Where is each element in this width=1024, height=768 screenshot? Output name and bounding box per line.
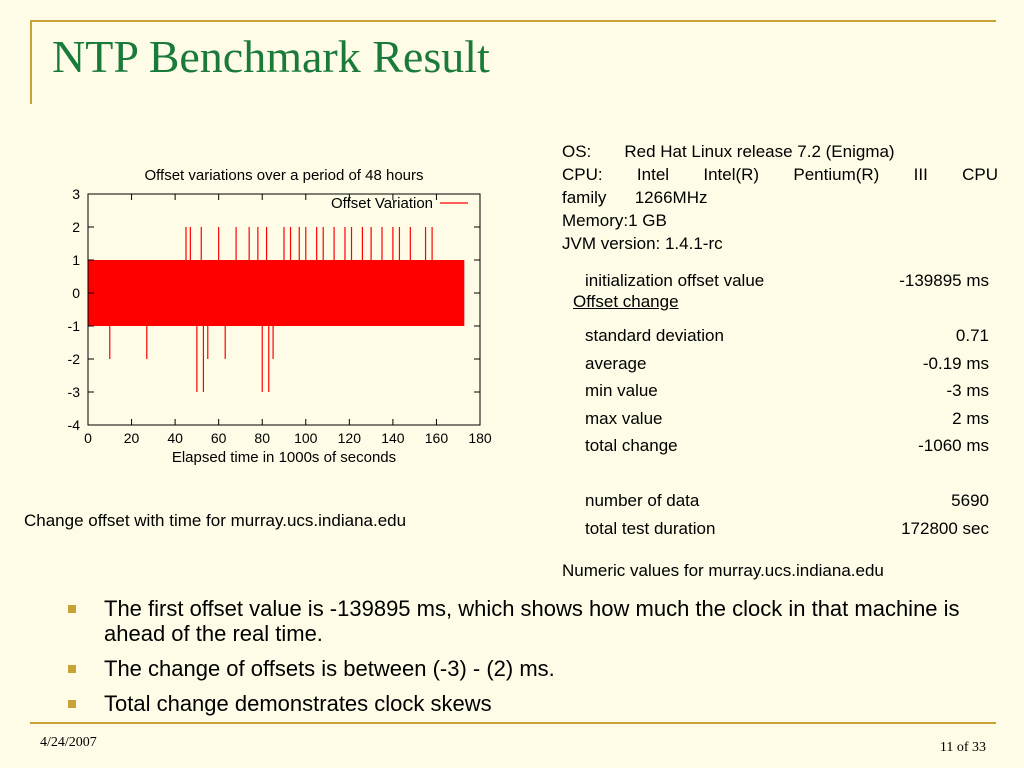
stat-row: total test duration 172800 sec xyxy=(585,515,989,543)
y-tick-label: -4 xyxy=(68,417,81,433)
legend-label: Offset Variation xyxy=(331,195,433,212)
chart-xlabel: Elapsed time in 1000s of seconds xyxy=(172,449,396,466)
bullet-text: The first offset value is -139895 ms, wh… xyxy=(104,596,960,646)
plot-frame xyxy=(87,193,481,426)
slide-title: NTP Benchmark Result xyxy=(52,31,490,82)
stat-value: -139895 ms xyxy=(899,271,989,290)
offset-change-heading: Offset change xyxy=(573,292,679,311)
stat-row: total change -1060 ms xyxy=(585,432,989,460)
stat-value: 5690 xyxy=(951,491,989,510)
chart-caption: Change offset with time for murray.ucs.i… xyxy=(24,511,407,530)
stat-label: initialization offset value xyxy=(585,271,765,290)
footer-page-number: 11 of 33 xyxy=(939,740,986,755)
offset-series xyxy=(87,227,465,392)
stat-label: max value xyxy=(585,408,663,428)
bullet-square-icon xyxy=(68,605,76,613)
chart-title: Offset variations over a period of 48 ho… xyxy=(144,167,423,184)
stat-label: total change xyxy=(585,436,678,455)
y-tick-label: 1 xyxy=(72,252,80,268)
stat-value: 0.71 xyxy=(955,326,989,345)
bullet-item: The first offset value is -139895 ms, wh… xyxy=(60,596,1000,646)
stats-caption: Numeric values for murray.ucs.indiana.ed… xyxy=(562,561,884,580)
stat-row: average -0.19 ms xyxy=(585,350,989,378)
y-tick-label: -3 xyxy=(68,384,81,400)
bullet-list: The first offset value is -139895 ms, wh… xyxy=(60,596,1000,726)
os-line: OS: Red Hat Linux release 7.2 (Enigma) xyxy=(562,142,895,161)
stat-row: max value 2 ms xyxy=(585,405,989,433)
stat-value: 2 ms xyxy=(952,408,989,428)
stat-label: standard deviation xyxy=(585,326,724,345)
x-tick-label: 80 xyxy=(254,430,270,446)
stat-value: -0.19 ms xyxy=(922,353,989,373)
stat-row: min value -3 ms xyxy=(585,377,989,405)
stat-label: min value xyxy=(585,381,658,400)
bullet-text: The change of offsets is between (-3) - … xyxy=(104,656,555,681)
frame-bottom-rule xyxy=(30,722,996,724)
stat-row: initialization offset value -139895 ms xyxy=(585,267,989,295)
stat-row xyxy=(585,460,989,488)
x-tick-label: 0 xyxy=(84,430,92,446)
stat-row: standard deviation 0.71 xyxy=(585,322,989,350)
x-tick-label: 160 xyxy=(425,430,449,446)
footer-date: 4/24/2007 xyxy=(40,735,97,750)
frame-left-rule xyxy=(30,20,32,104)
stat-value: 172800 sec xyxy=(901,518,989,538)
frame-top-rule xyxy=(30,20,996,22)
y-tick-label: 2 xyxy=(72,219,80,235)
y-tick-label: -2 xyxy=(68,351,81,367)
x-tick-label: 20 xyxy=(124,430,140,446)
stat-label: total test duration xyxy=(585,518,716,538)
cpu-line: CPU: Intel Intel(R) Pentium(R) III CPU xyxy=(562,165,998,184)
bullet-square-icon xyxy=(68,700,76,708)
stat-label: average xyxy=(585,353,647,373)
memory-line: Memory:1 GB xyxy=(562,211,667,230)
y-tick-label: -1 xyxy=(68,318,81,334)
stat-value: -3 ms xyxy=(946,381,990,400)
x-tick-label: 60 xyxy=(211,430,227,446)
cpu-family-line: family 1266MHz xyxy=(562,188,708,207)
stat-label: number of data xyxy=(585,491,700,510)
x-tick-label: 100 xyxy=(294,430,318,446)
stat-row: number of data 5690 xyxy=(585,487,989,515)
x-tick-label: 120 xyxy=(338,430,362,446)
system-info: OS: Red Hat Linux release 7.2 (Enigma) C… xyxy=(562,140,998,255)
x-tick-label: 180 xyxy=(468,430,492,446)
y-tick-label: 3 xyxy=(72,186,80,202)
stat-row xyxy=(585,295,989,323)
bullet-text: Total change demonstrates clock skews xyxy=(104,691,492,716)
y-tick-label: 0 xyxy=(72,285,80,301)
x-tick-label: 140 xyxy=(381,430,405,446)
stat-value: -1060 ms xyxy=(918,436,989,455)
stats-table: initialization offset value -139895 ms sta… xyxy=(585,267,989,542)
bullet-item: Total change demonstrates clock skews xyxy=(60,691,1000,716)
bullet-square-icon xyxy=(68,665,76,673)
jvm-line: JVM version: 1.4.1-rc xyxy=(562,234,723,253)
bullet-item: The change of offsets is between (-3) - … xyxy=(60,656,1000,681)
x-tick-label: 40 xyxy=(167,430,183,446)
